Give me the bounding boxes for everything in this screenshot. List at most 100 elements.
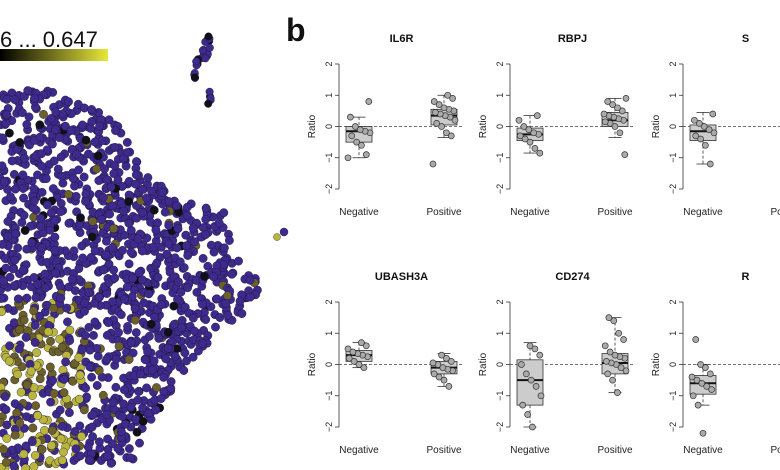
data-point xyxy=(362,151,370,158)
data-point xyxy=(430,370,438,378)
embedding-point xyxy=(65,336,75,345)
y-tick-label: −1 xyxy=(324,391,334,401)
data-point xyxy=(362,342,370,350)
embedding-point xyxy=(49,388,59,398)
embedding-point xyxy=(85,455,95,465)
y-tick-label: −2 xyxy=(495,184,505,194)
data-point xyxy=(344,154,352,162)
embedding-point xyxy=(19,210,29,220)
data-point xyxy=(429,160,437,168)
embedding-point xyxy=(19,193,29,203)
embedding-point xyxy=(69,246,79,256)
embedding-point xyxy=(200,271,209,281)
embedding-point xyxy=(10,184,20,194)
embedding-point xyxy=(110,142,120,152)
embedding-point xyxy=(100,164,110,174)
embedding-point xyxy=(188,223,198,233)
data-point xyxy=(360,364,368,371)
embedding-point xyxy=(37,444,47,454)
embedding-point xyxy=(164,220,174,230)
embedding-point xyxy=(102,175,112,185)
data-point xyxy=(693,376,701,384)
data-point xyxy=(348,132,356,140)
embedding-point xyxy=(117,427,126,437)
embedding-point xyxy=(169,301,179,311)
embedding-point xyxy=(22,120,32,129)
embedding-point xyxy=(55,405,65,415)
embedding-point xyxy=(92,164,102,174)
embedding-point xyxy=(15,325,24,335)
embedding-point xyxy=(124,197,134,207)
embedding-point xyxy=(146,319,156,329)
embedding-point xyxy=(13,243,23,253)
embedding-point xyxy=(46,397,55,407)
embedding-point xyxy=(2,110,12,120)
embedding-point xyxy=(4,356,14,366)
embedding-point xyxy=(53,164,63,174)
data-point xyxy=(620,336,627,343)
embedding-point xyxy=(39,110,48,119)
embedding-point xyxy=(124,355,134,364)
embedding-point xyxy=(148,242,158,252)
embedding-point xyxy=(106,182,116,192)
y-axis-label: Ratio xyxy=(307,114,318,138)
embedding-point xyxy=(143,347,153,357)
embedding-point xyxy=(140,355,150,365)
embedding-point xyxy=(30,94,39,103)
embedding-point xyxy=(15,138,25,147)
embedding-point xyxy=(10,399,20,409)
data-point xyxy=(438,123,445,130)
embedding-point xyxy=(10,255,20,265)
embedding-point xyxy=(19,315,29,325)
embedding-point xyxy=(169,319,179,329)
embedding-point xyxy=(114,328,123,337)
embedding-point xyxy=(77,431,86,441)
y-tick-label: 2 xyxy=(668,61,678,66)
embedding-point xyxy=(142,383,152,393)
data-point xyxy=(438,351,445,359)
embedding-point xyxy=(16,387,26,397)
embedding-point xyxy=(27,238,37,248)
embedding-point xyxy=(87,117,97,126)
embedding-point xyxy=(81,196,90,206)
y-tick-label: −1 xyxy=(495,391,505,401)
data-point xyxy=(610,317,618,325)
embedding-point xyxy=(36,221,46,231)
embedding-point xyxy=(32,348,41,357)
embedding-point xyxy=(119,154,129,164)
embedding-point xyxy=(3,217,13,226)
embedding-point xyxy=(159,372,169,382)
embedding-point xyxy=(182,241,191,251)
embedding-point xyxy=(2,433,12,443)
embedding-point xyxy=(22,244,32,254)
data-point xyxy=(621,151,629,158)
y-axis-label: Ratio xyxy=(478,114,489,138)
embedding-point xyxy=(81,135,91,145)
embedding-point xyxy=(190,73,199,82)
embedding-point xyxy=(49,303,58,313)
embedding-point xyxy=(223,310,233,320)
embedding-point xyxy=(30,338,40,347)
embedding-point xyxy=(51,107,61,117)
data-point xyxy=(697,361,704,368)
embedding-point xyxy=(0,161,7,171)
embedding-point xyxy=(80,103,89,113)
embedding-point xyxy=(26,366,36,376)
embedding-point xyxy=(120,294,130,304)
embedding-point xyxy=(113,175,123,185)
embedding-point xyxy=(0,133,7,143)
embedding-point xyxy=(2,420,12,430)
embedding-point xyxy=(223,291,232,301)
data-point xyxy=(705,126,713,133)
embedding-point xyxy=(30,320,40,330)
embedding-point xyxy=(76,213,85,223)
embedding-point xyxy=(29,273,39,282)
embedding-point xyxy=(2,95,12,104)
embedding-point xyxy=(198,253,208,263)
y-tick-label: 1 xyxy=(668,331,678,336)
embedding-point xyxy=(75,220,85,230)
embedding-point xyxy=(56,434,66,444)
embedding-point xyxy=(87,422,97,432)
data-point xyxy=(358,339,365,346)
embedding-point xyxy=(162,249,172,259)
